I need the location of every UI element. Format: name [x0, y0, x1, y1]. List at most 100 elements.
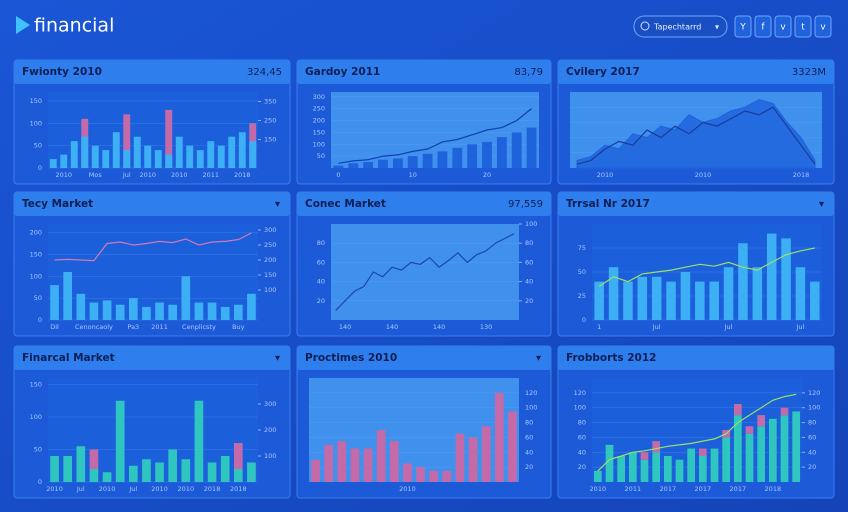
y-tick-label: 0 [582, 316, 586, 324]
bar [337, 441, 347, 482]
y-tick-label: 100 [574, 404, 586, 412]
bar [311, 459, 320, 482]
bar [511, 132, 522, 168]
bar [663, 456, 672, 482]
bar [792, 411, 801, 482]
y-tick-label: 40 [525, 448, 533, 456]
y-tick-label: 50 [317, 152, 325, 160]
y-tick-label: 150 [30, 97, 42, 105]
bar [709, 281, 719, 320]
panel-caret[interactable]: ▾ [275, 353, 280, 364]
panel-value: 97,559 [508, 199, 543, 210]
bar [752, 267, 763, 320]
line [54, 232, 252, 262]
bar [102, 300, 112, 320]
bar [738, 243, 748, 320]
bar [247, 293, 256, 320]
panel-title: Gardoy 2011 [305, 66, 380, 78]
y-tick-label: 150 [313, 128, 325, 136]
panel-header [14, 60, 290, 84]
panel-header [558, 192, 834, 216]
bar [722, 437, 731, 482]
panel-header [14, 192, 290, 216]
x-tick-label: Jul [796, 323, 805, 331]
bar [429, 470, 439, 482]
x-tick-label: 2010 [99, 485, 116, 493]
bar [207, 141, 215, 168]
search-caret: ▾ [715, 23, 719, 32]
x-tick-label: Jul [76, 485, 85, 493]
y-tick-label: 100 [525, 404, 537, 412]
bar [165, 109, 173, 168]
y2-tick-label: 350 [264, 98, 276, 106]
bar [482, 141, 492, 168]
bar [766, 233, 777, 320]
x-tick-label: 10 [409, 171, 417, 179]
social-icon[interactable] [754, 15, 772, 38]
y-tick-label: 50 [578, 268, 586, 276]
search-box[interactable] [633, 15, 728, 38]
y2-tick-label: 100 [264, 452, 276, 460]
bar [745, 433, 754, 482]
panel-caret[interactable]: ▾ [536, 353, 541, 364]
bar [810, 281, 820, 320]
social-icon[interactable] [794, 15, 812, 38]
x-tick-label: 2017 [660, 485, 677, 493]
y-tick-label: 100 [30, 413, 42, 421]
search-icon [640, 21, 650, 31]
bar [348, 163, 359, 168]
bar [76, 446, 86, 482]
search-text: Tapechtarrd [653, 23, 701, 32]
logo: financial [34, 15, 114, 37]
x-tick-label: 2010 [695, 171, 712, 179]
bar [733, 404, 742, 416]
bar [115, 400, 125, 482]
bar [350, 448, 360, 482]
x-tick-label: 2010 [178, 485, 195, 493]
bar [70, 141, 78, 168]
bar [50, 285, 59, 320]
panel-caret[interactable]: ▾ [819, 199, 824, 210]
bar [155, 462, 164, 482]
x-tick-label: Jul [128, 485, 137, 493]
panel-header [297, 60, 551, 84]
logo-icon [16, 16, 30, 34]
bar [115, 304, 125, 320]
bar [496, 137, 507, 168]
x-tick-label: 2010 [399, 485, 416, 493]
x-tick-label: 2010 [55, 171, 72, 179]
social-icon[interactable] [814, 15, 832, 38]
y-tick-label: 200 [313, 117, 325, 125]
bar [468, 437, 478, 482]
y-tick-label: 50 [34, 294, 42, 302]
bar [181, 276, 191, 320]
bar [781, 238, 791, 320]
panel-header [14, 346, 290, 370]
bar [175, 136, 183, 168]
bar [467, 144, 478, 168]
bar [89, 302, 99, 320]
social-icon[interactable] [774, 15, 792, 38]
y-tick-label: 100 [30, 272, 42, 280]
bar [220, 456, 230, 482]
y2-tick-label: 150 [264, 136, 276, 144]
y-tick-label: 100 [313, 140, 325, 148]
x-tick-label: 2018 [204, 485, 221, 493]
panel-header [297, 346, 551, 370]
bar [526, 127, 537, 168]
bar [605, 444, 614, 482]
y-tick-label: 120 [525, 389, 537, 397]
bar [376, 430, 386, 482]
bar [128, 465, 138, 482]
social-icon-label: f [761, 23, 765, 33]
bar [651, 276, 662, 320]
bar [768, 418, 777, 482]
plot-area [331, 92, 539, 168]
panel-caret[interactable]: ▾ [275, 199, 280, 210]
bar [363, 162, 374, 168]
plot-area [48, 92, 258, 168]
bar [389, 441, 399, 482]
bar [181, 459, 191, 482]
social-icon[interactable] [734, 15, 752, 38]
